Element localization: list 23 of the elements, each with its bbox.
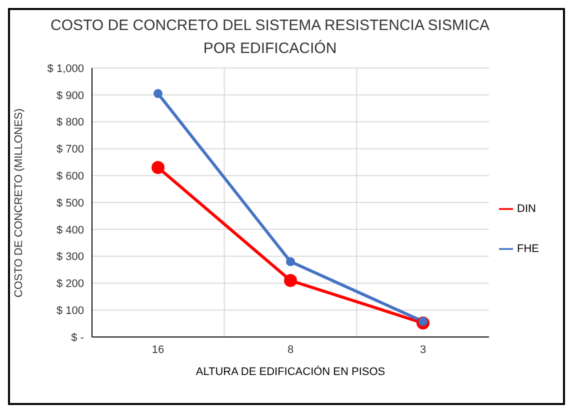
y-tick-label: $ 1,000	[47, 62, 84, 75]
point	[154, 89, 162, 98]
y-tick-label: $ -	[71, 332, 84, 344]
y-tick-label: $ 500	[56, 197, 84, 210]
chart-title: COSTO DE CONCRETO DEL SISTEMA RESISTENCIA SISMICA POR EDIFICACIÓN	[50, 16, 490, 59]
point	[284, 274, 297, 288]
y-tick-label: $ 700	[56, 144, 84, 156]
y-tick-label: $ 300	[56, 251, 84, 264]
point	[286, 257, 295, 266]
x-tick-label: 8	[287, 344, 294, 356]
y-tick-label: $ 100	[56, 305, 84, 318]
y-tick-label: $ 400	[56, 224, 84, 236]
y-axis-title: COSTO DE CONCRETO (MILLONES)	[12, 108, 25, 298]
x-axis-title: ALTURA DE EDIFICACIÓN EN PISOS	[196, 365, 386, 378]
y-tick-label: $ 800	[56, 116, 84, 129]
legend-label: FHE	[517, 242, 539, 254]
legend-label: DIN	[517, 202, 536, 214]
y-tick-label: $ 200	[56, 278, 84, 290]
y-tick-label: $ 600	[56, 170, 84, 183]
x-tick-label: 3	[420, 344, 426, 356]
x-tick-label: 16	[152, 344, 164, 356]
point	[152, 161, 164, 174]
y-tick-label: $ 900	[56, 90, 84, 102]
